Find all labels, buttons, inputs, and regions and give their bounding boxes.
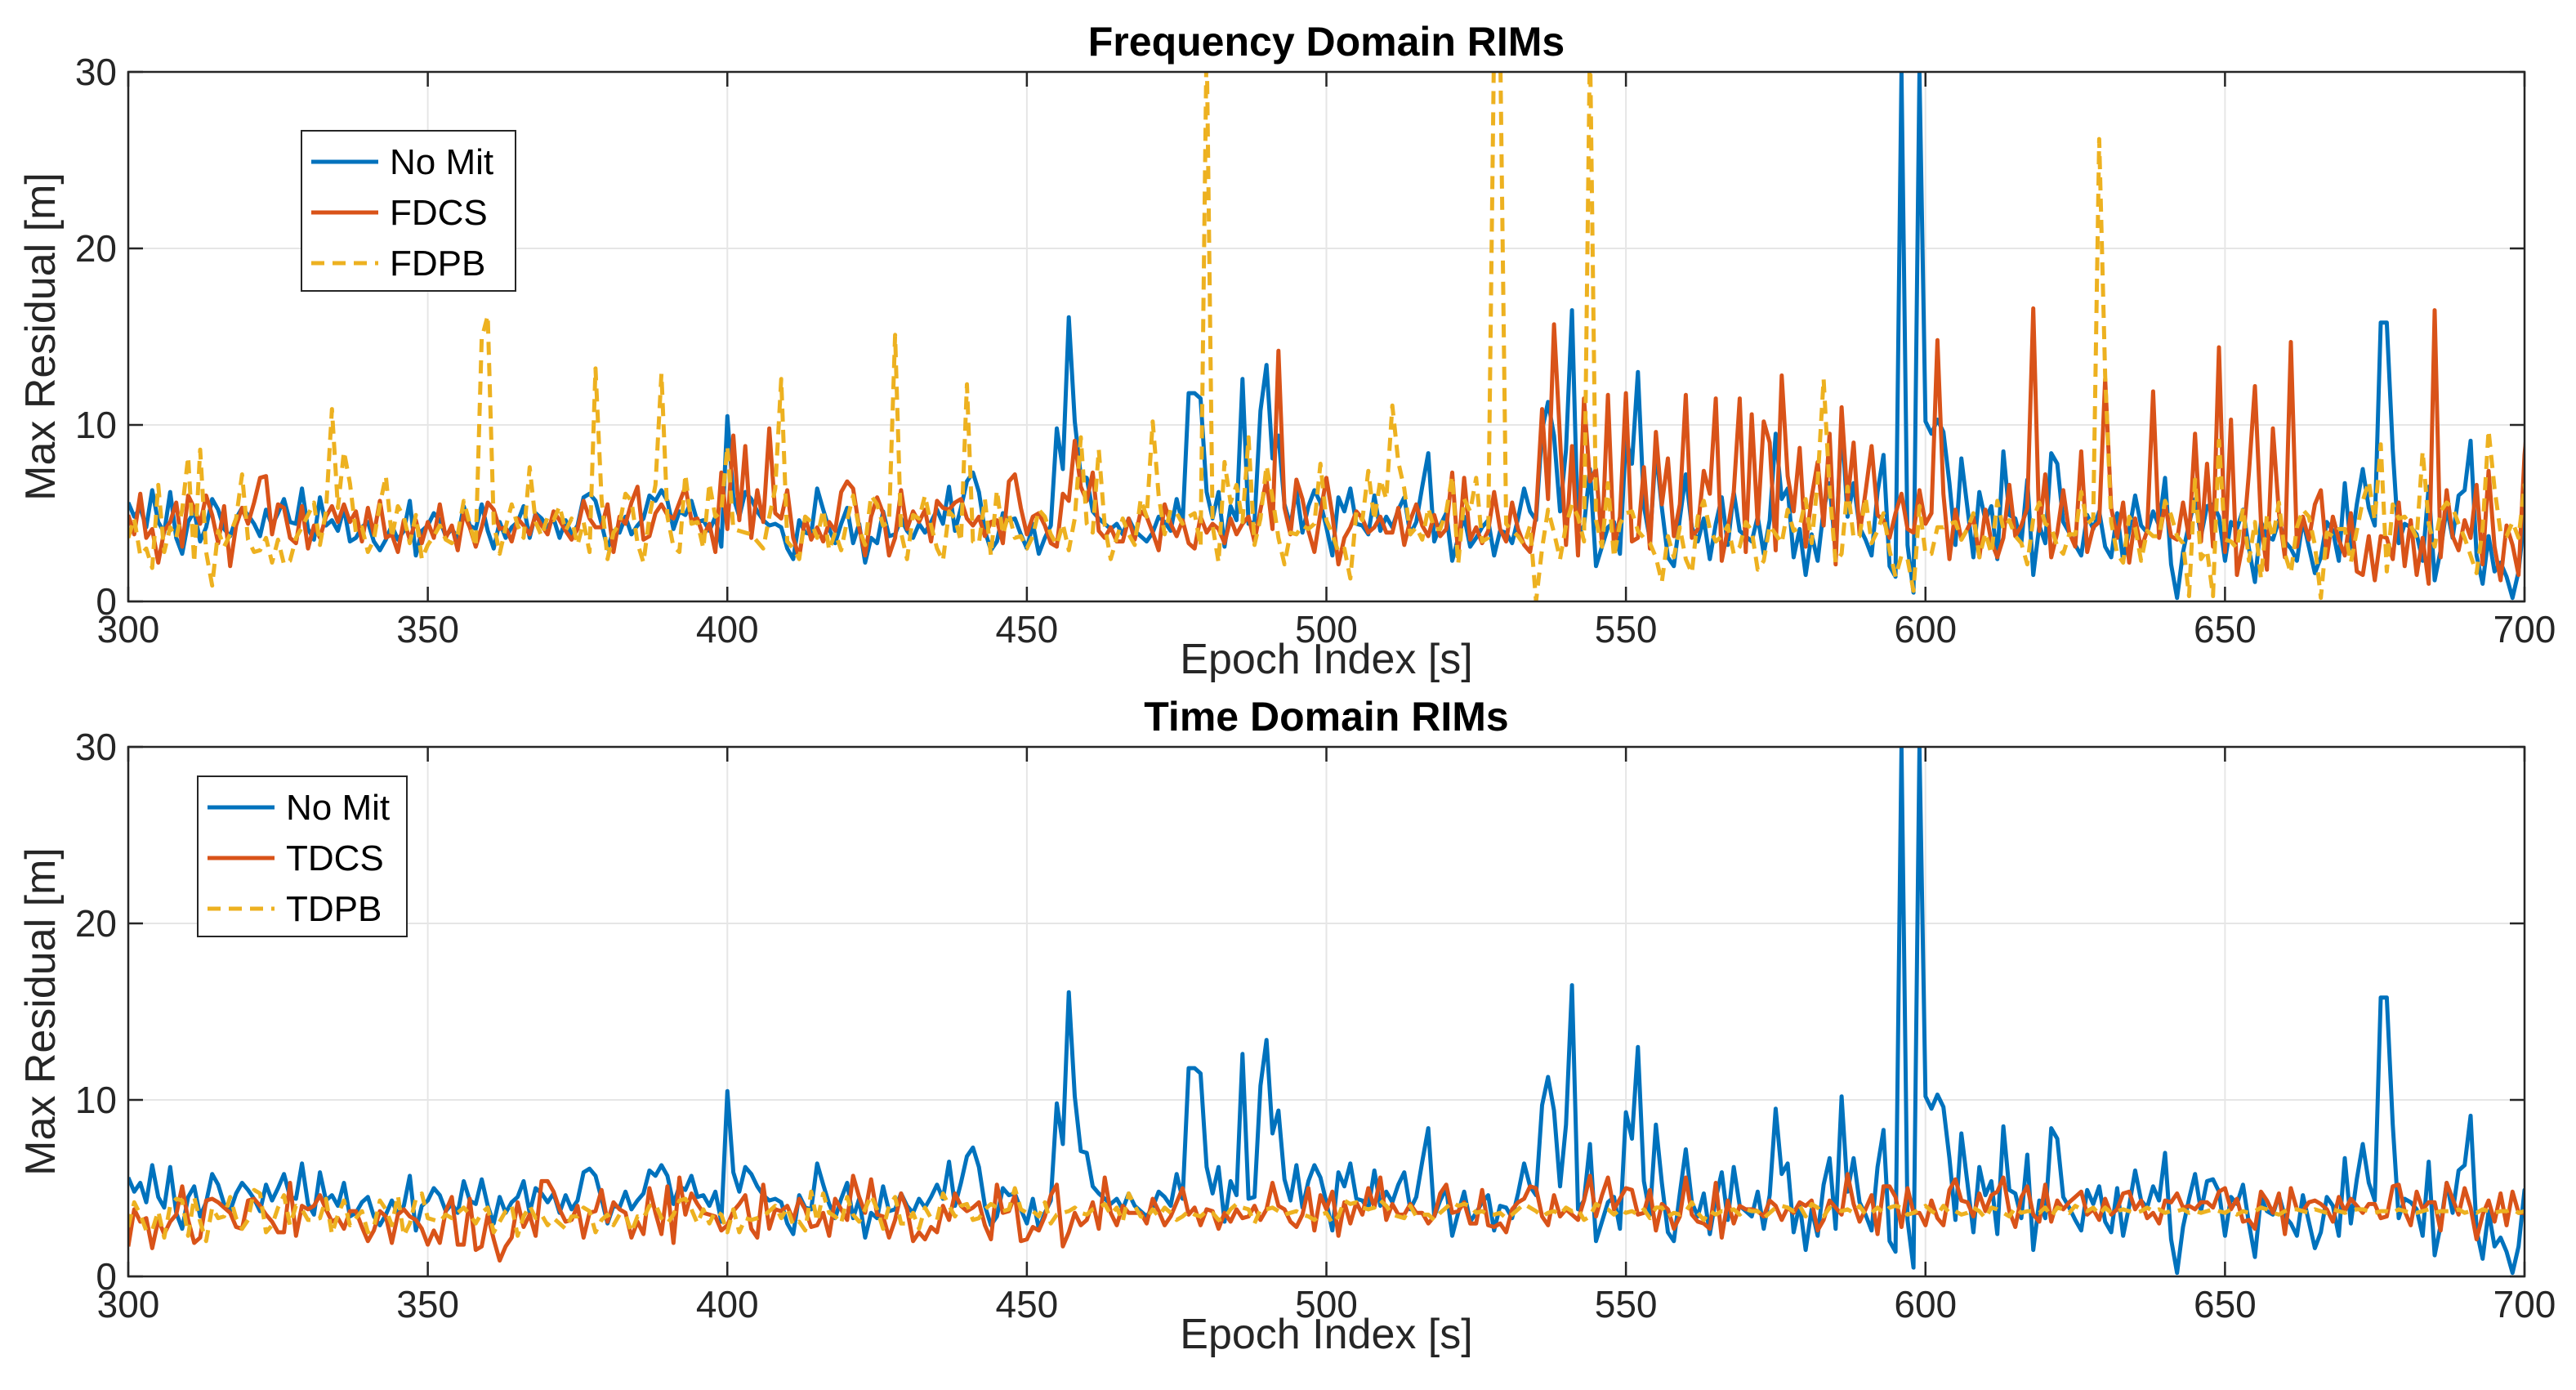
- x-tick-label: 600: [1894, 1283, 1957, 1325]
- y-tick-label: 10: [75, 404, 117, 446]
- x-tick-label: 400: [696, 1283, 759, 1325]
- y-tick-label: 30: [75, 51, 117, 93]
- x-tick-label: 300: [97, 608, 160, 650]
- legend-label: FDCS: [390, 193, 488, 233]
- time-domain-panel: 300 350 400 450 500 550 600 650 700 0 10 20 30 Time D…: [17, 694, 2556, 1358]
- x-tick-label: 550: [1595, 608, 1658, 650]
- x-tick-label: 500: [1295, 1283, 1358, 1325]
- series-line-fdpb: [128, 72, 2525, 601]
- y-tick-label: 0: [96, 1255, 117, 1298]
- x-tick-label: 300: [97, 1283, 160, 1325]
- y-tick-label: 20: [75, 902, 117, 945]
- legend: No Mit TDCS TDPB: [197, 775, 408, 937]
- legend-label: No Mit: [286, 788, 390, 828]
- legend-label: FDPB: [390, 244, 485, 284]
- series-group: [128, 72, 2525, 601]
- x-tick-label: 700: [2493, 608, 2556, 650]
- legend-label: TDCS: [286, 838, 384, 878]
- x-tick-label: 450: [996, 1283, 1059, 1325]
- x-tick-label: 700: [2493, 1283, 2556, 1325]
- x-tick-label: 350: [396, 1283, 459, 1325]
- legend-label: TDPB: [286, 889, 382, 929]
- y-axis-label: Max Residual [m]: [17, 172, 65, 501]
- x-axis-label: Epoch Index [s]: [1180, 636, 1472, 683]
- series-line-no-mit: [128, 747, 2525, 1276]
- series-group: [128, 747, 2525, 1276]
- frequency-domain-panel: 300 350 400 450 500 550 600 650 700 0 10 20 30 Freque…: [17, 19, 2556, 683]
- y-tick-label: 10: [75, 1079, 117, 1121]
- x-tick-label: 600: [1894, 608, 1957, 650]
- x-tick-label: 550: [1595, 1283, 1658, 1325]
- x-tick-label: 400: [696, 608, 759, 650]
- series-line-tdcs: [128, 1172, 2525, 1263]
- y-tick-label: 30: [75, 726, 117, 768]
- y-axis-label: Max Residual [m]: [17, 847, 65, 1176]
- series-line-tdpb: [128, 1186, 2525, 1244]
- y-tick-label: 20: [75, 227, 117, 270]
- x-tick-label: 500: [1295, 608, 1358, 650]
- chart-title: Time Domain RIMs: [1144, 694, 1508, 740]
- y-tick-label: 0: [96, 580, 117, 623]
- x-axis-label: Epoch Index [s]: [1180, 1311, 1472, 1358]
- x-tick-label: 450: [996, 608, 1059, 650]
- x-tick-label: 650: [2194, 1283, 2257, 1325]
- legend: No Mit FDCS FDPB: [301, 130, 516, 292]
- legend-label: No Mit: [390, 142, 493, 182]
- chart-title: Frequency Domain RIMs: [1088, 19, 1565, 65]
- x-tick-label: 650: [2194, 608, 2257, 650]
- x-tick-label: 350: [396, 608, 459, 650]
